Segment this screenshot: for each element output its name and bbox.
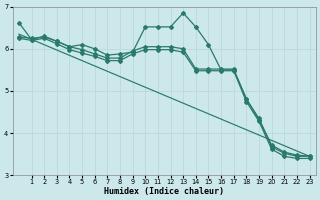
X-axis label: Humidex (Indice chaleur): Humidex (Indice chaleur)	[104, 187, 224, 196]
